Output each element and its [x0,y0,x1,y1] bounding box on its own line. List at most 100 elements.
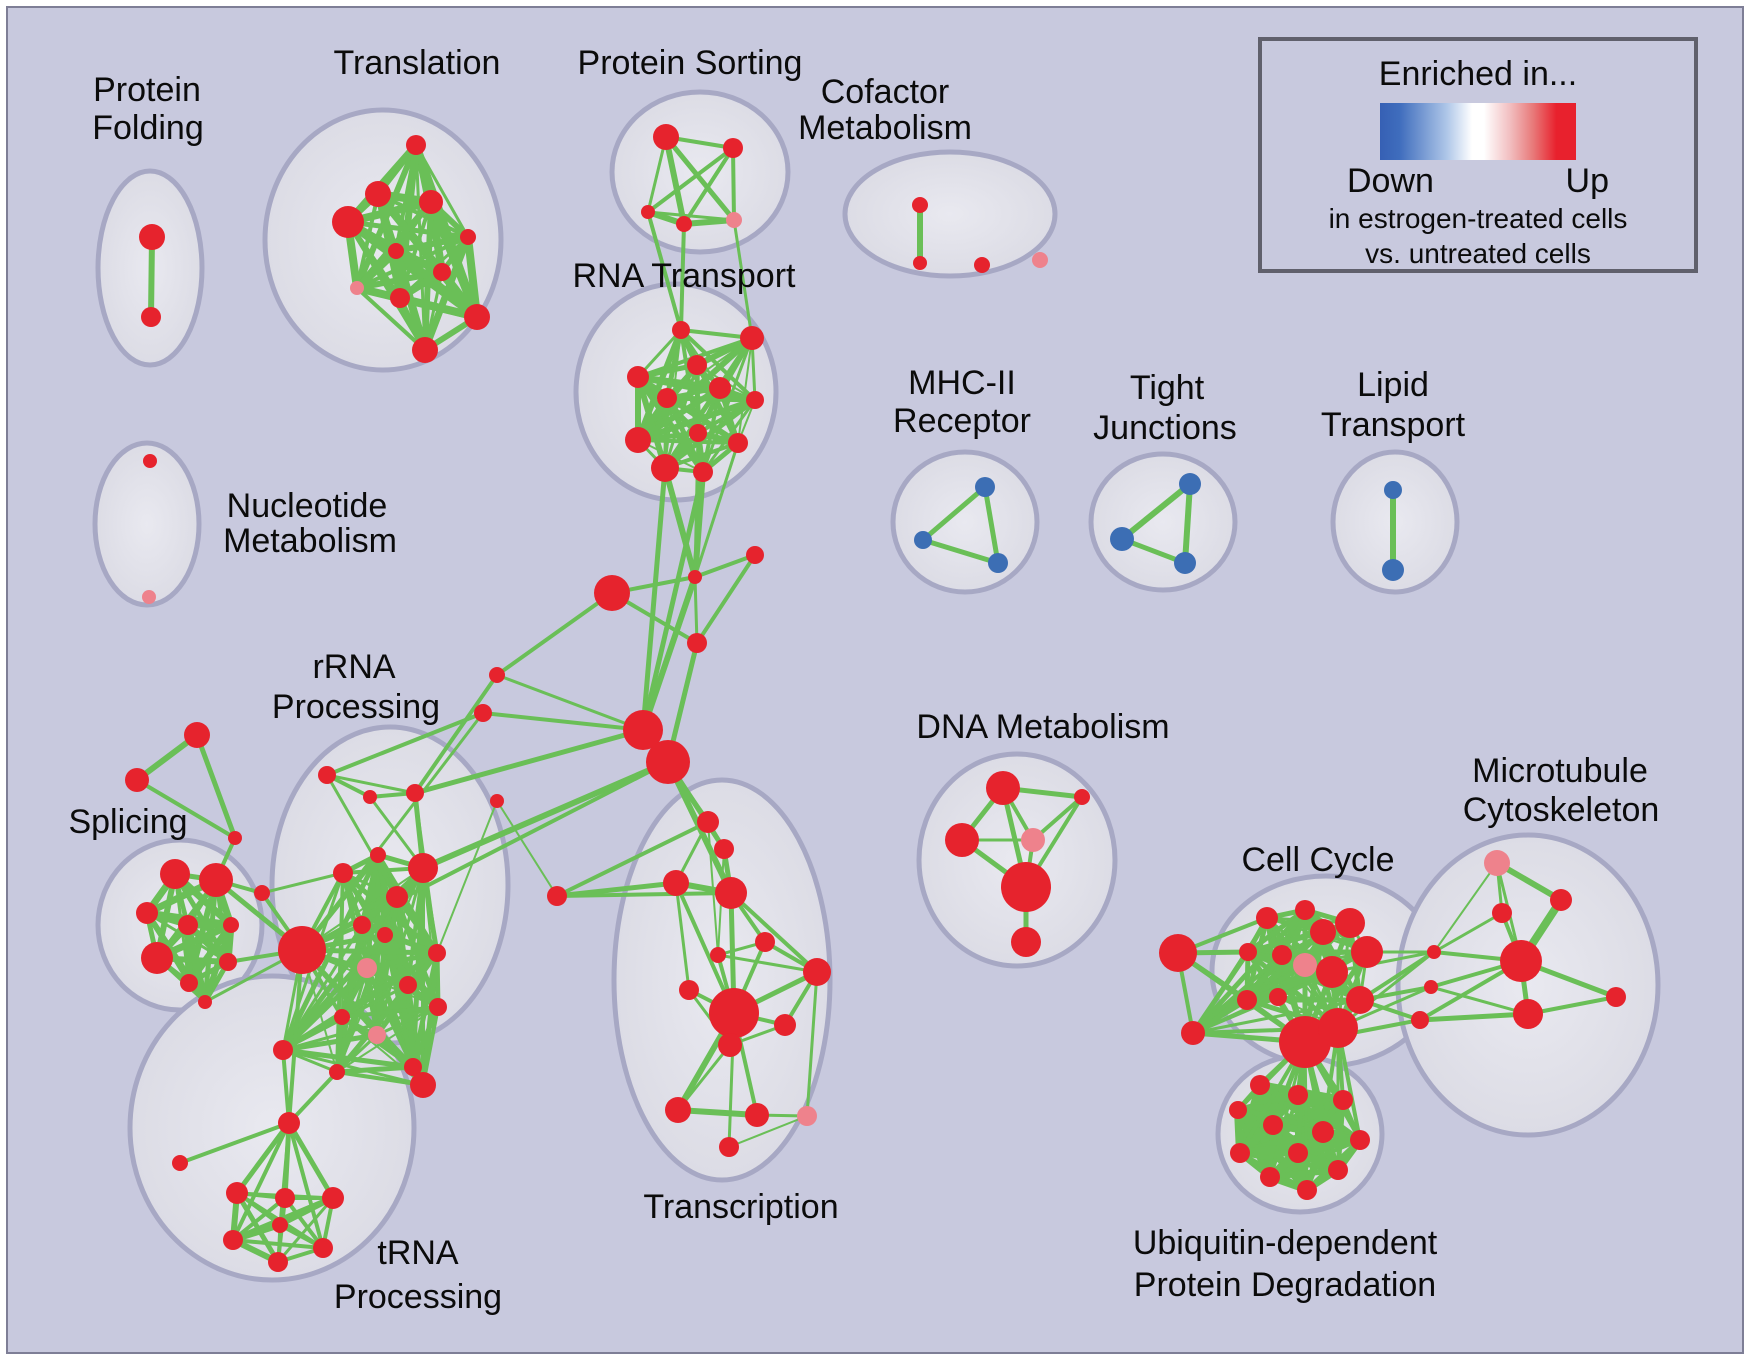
graph-node [1351,936,1383,968]
graph-edge [693,553,757,579]
graph-node [278,926,326,974]
graph-edge [737,337,753,444]
graph-node [329,1064,345,1080]
graph-node [728,433,748,453]
cluster-label-nucleotide-metabolism: Metabolism [223,522,397,560]
graph-node [228,831,242,845]
graph-node [313,1238,333,1258]
graph-node [172,1155,188,1171]
cluster-label-rna-transport: RNA Transport [573,257,797,295]
graph-node [377,927,393,943]
cluster-label-ubiquitin-degradation: Protein Degradation [1134,1266,1436,1304]
cluster-label-ubiquitin-degradation: Ubiquitin-dependent [1133,1224,1438,1262]
cluster-label-mhc-ii-receptor: Receptor [893,402,1031,440]
graph-edge [355,286,427,352]
cluster-label-rrna-processing: rRNA [312,648,395,686]
graph-node [715,877,747,909]
graph-node [1179,473,1201,495]
graph-edge [555,820,710,898]
graph-node [141,307,161,327]
graph-edge [1267,1167,1341,1180]
graph-node [1230,1143,1250,1163]
graph-node [125,768,149,792]
graph-edge [1191,998,1362,1035]
graph-node [723,138,743,158]
graph-edge [646,210,683,332]
graph-node [914,531,932,549]
graph-edge [640,469,706,733]
graph-node [223,917,239,933]
graph-node [697,811,719,833]
graph-node [657,388,677,408]
graph-node [547,886,567,906]
graph-edge [1418,1012,1530,1022]
graph-node [709,988,759,1038]
graph-node [268,1252,288,1272]
graph-node [160,859,190,889]
graph-node [334,1009,350,1025]
graph-edge [464,233,481,321]
graph-node [627,366,649,388]
cluster-label-microtubule-cytoskeleton: Cytoskeleton [1463,791,1660,829]
graph-edge [1330,950,1436,974]
graph-edge [496,800,558,897]
graph-node [404,1058,422,1076]
graph-node [1492,903,1512,923]
graph-edge [375,1005,440,1037]
graph-node [623,710,663,750]
graph-node [740,326,764,350]
graph-edge [662,465,698,580]
graph-edge [495,591,614,677]
graph-node [365,181,391,207]
graph-edge [280,950,440,1053]
graph-node [1382,559,1404,581]
graph-node [198,995,212,1009]
graph-edge [280,1032,380,1053]
graph-node [726,212,742,228]
graph-node [368,1026,386,1044]
graph-edge [729,891,819,974]
graph-node [333,863,353,883]
graph-edge [178,1121,291,1165]
graph-node [1269,988,1287,1006]
cluster-ellipse-dna-metabolism [916,751,1118,969]
graph-edge [920,484,988,543]
graph-edge [202,877,219,1005]
graph-node [178,915,198,935]
graph-edge [693,431,700,579]
legend-down-label: Down [1347,162,1434,200]
graph-node [429,998,447,1016]
graph-edge [325,773,417,795]
graph-edge [420,759,671,871]
graph-node [272,1217,288,1233]
graph-edge [728,1115,808,1148]
graph-node [184,722,210,748]
graph-node [1239,943,1257,961]
graph-node [408,853,438,883]
graph-node [974,257,990,273]
cluster-label-lipid-transport: Transport [1321,406,1466,444]
graph-edge [413,673,499,795]
graph-edge [674,881,691,992]
graph-node [489,667,505,683]
graph-edge [231,1121,291,1242]
legend-gradient-bar [1380,103,1576,160]
graph-node [672,321,690,339]
graph-edge [693,441,740,579]
graph-node [945,823,979,857]
graph-edge [640,465,668,733]
graph-node [1229,1101,1247,1119]
graph-node [803,958,831,986]
graph-edge [185,921,235,987]
graph-node [641,205,655,219]
cluster-label-rrna-processing: Processing [272,688,440,726]
graph-node [774,1014,796,1036]
graph-node [223,1230,243,1250]
graph-node [1001,862,1051,912]
graph-edge [679,222,686,332]
graph-node [1237,990,1257,1010]
graph-node [665,1097,691,1123]
